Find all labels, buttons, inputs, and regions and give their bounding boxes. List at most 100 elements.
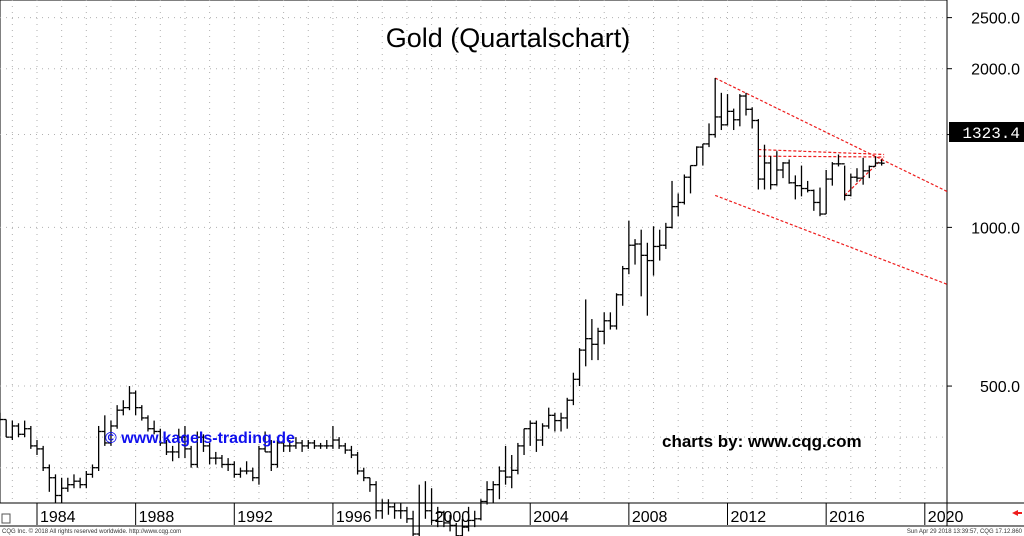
- ohlc-bar: [15, 423, 22, 438]
- ohlc-bar: [823, 169, 830, 215]
- ohlc-bar: [440, 510, 447, 528]
- ohlc-bar: [114, 405, 121, 429]
- ohlc-bar: [366, 477, 373, 492]
- ohlc-bar: [422, 481, 429, 519]
- ohlc-bar: [502, 445, 509, 485]
- ohlc-bar: [83, 471, 90, 489]
- ohlc-bar: [761, 144, 768, 190]
- ohlc-bar: [656, 229, 663, 261]
- ohlc-bar: [323, 440, 330, 449]
- ohlc-bar: [699, 143, 706, 166]
- ohlc-bar: [755, 119, 762, 190]
- ohlc-bar: [262, 431, 269, 453]
- ohlc-bar: [601, 312, 608, 345]
- ohlc-bar: [810, 189, 817, 211]
- ohlc-bar: [3, 418, 10, 438]
- ohlc-bar: [416, 484, 423, 536]
- x-tick-label: 1996: [336, 509, 372, 526]
- ohlc-bar: [410, 510, 417, 536]
- ohlc-bar: [169, 445, 176, 462]
- ohlc-bar: [292, 437, 299, 449]
- ohlc-bar: [829, 162, 836, 186]
- ohlc-bar: [465, 506, 472, 532]
- ohlc-bar: [780, 162, 787, 179]
- copyright-footer: CQG Inc. © 2018 All rights reserved worl…: [2, 528, 181, 535]
- ohlc-bar: [804, 180, 811, 193]
- ohlc-bar: [595, 327, 602, 361]
- x-tick-label: 1988: [139, 509, 175, 526]
- ohlc-bar: [329, 425, 336, 449]
- trendline: [758, 148, 885, 156]
- ohlc-bar: [718, 92, 725, 131]
- ohlc-bar: [33, 440, 40, 455]
- red-left-arrow-icon[interactable]: [1012, 510, 1022, 516]
- ohlc-bar: [736, 94, 743, 127]
- ohlc-bar: [816, 187, 823, 217]
- ohlc-bar: [625, 220, 632, 275]
- ohlc-bar: [693, 146, 700, 167]
- y-tick-label: 500.0: [980, 379, 1020, 396]
- ohlc-bar: [607, 312, 614, 330]
- ohlc-bar: [107, 420, 114, 446]
- x-tick-label: 2000: [435, 509, 471, 526]
- ohlc-bar: [231, 461, 238, 478]
- ohlc-bar: [46, 464, 53, 492]
- ohlc-bar: [249, 467, 256, 482]
- ohlc-bar: [268, 440, 275, 472]
- ohlc-bar: [305, 440, 312, 449]
- ohlc-bar: [218, 454, 225, 468]
- ohlc-bar: [724, 94, 731, 126]
- ohlc-bar: [564, 397, 571, 429]
- ohlc-bar: [786, 159, 793, 184]
- ohlc-bar: [342, 442, 349, 454]
- ohlc-bar: [348, 445, 355, 459]
- x-tick-label: 2012: [731, 509, 767, 526]
- ohlc-bar: [194, 431, 201, 468]
- ohlc-bar: [866, 165, 873, 179]
- ohlc-bar: [175, 428, 182, 459]
- ohlc-bar: [619, 265, 626, 306]
- ohlc-bar: [0, 412, 3, 421]
- ohlc-bar: [311, 440, 318, 449]
- ohlc-bar: [681, 174, 688, 205]
- ohlc-bar: [539, 423, 546, 446]
- last-price-marker: [949, 122, 1024, 142]
- ohlc-bar: [181, 425, 188, 459]
- ohlc-bar: [730, 108, 737, 131]
- ohlc-bar: [582, 299, 589, 367]
- ohlc-bar: [743, 92, 750, 116]
- ohlc-bar: [237, 467, 244, 478]
- watermark-kagels: © www.kagels-trading.de: [105, 430, 295, 447]
- ohlc-bar: [299, 440, 306, 452]
- x-tick-label: 2004: [533, 509, 569, 526]
- ohlc-bar: [853, 168, 860, 182]
- ohlc-bar: [841, 163, 848, 201]
- ohlc-bar: [317, 442, 324, 449]
- ohlc-bar: [77, 477, 84, 489]
- price-bars: [0, 78, 885, 536]
- y-tick-label: 2000.0: [971, 62, 1020, 79]
- ohlc-bar: [255, 445, 262, 485]
- ohlc-bar: [126, 386, 133, 411]
- ohlc-bar: [687, 164, 694, 194]
- ohlc-bar: [360, 467, 367, 482]
- chart-title: Gold (Quartalschart): [386, 23, 631, 53]
- ohlc-bar: [58, 477, 65, 503]
- ohlc-bar: [206, 442, 213, 465]
- ohlc-bar: [798, 165, 805, 197]
- ohlc-bar: [792, 175, 799, 200]
- ohlc-bar: [872, 156, 879, 168]
- x-tick-label: 1992: [237, 509, 273, 526]
- square-outline-icon[interactable]: [1, 513, 11, 524]
- ohlc-bar: [514, 442, 521, 475]
- ohlc-bar: [391, 503, 398, 519]
- ohlc-bar: [650, 226, 657, 276]
- x-tick-label: 1984: [40, 509, 76, 526]
- ohlc-bar: [188, 445, 195, 468]
- trendline: [714, 77, 948, 192]
- ohlc-bar: [403, 506, 410, 523]
- ohlc-bar: [545, 407, 552, 429]
- timestamp-footer: Sun Apr 29 2018 13:39:57, CQG 17.12.860: [907, 529, 1023, 535]
- ohlc-bar: [521, 428, 528, 455]
